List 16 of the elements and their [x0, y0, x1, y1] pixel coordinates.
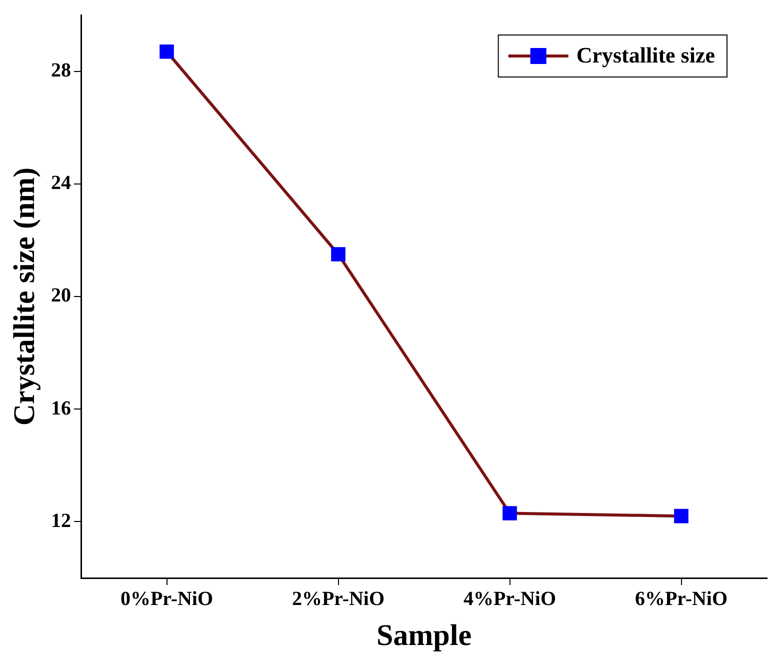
x-tick-label: 2%Pr-NiO	[292, 588, 385, 610]
point	[331, 247, 346, 262]
point	[160, 44, 174, 59]
x-tick-label: 6%Pr-NiO	[634, 588, 728, 610]
y-axis-title: Crystallite size (nm)	[8, 167, 41, 426]
x-tick-label: 0%Pr-NiO	[120, 588, 214, 610]
x-tick-label: 4%Pr-NiO	[463, 588, 556, 610]
point	[502, 506, 517, 520]
point	[674, 508, 688, 524]
legend-label: Crystallite size	[576, 42, 716, 68]
y-tick-label: 20	[51, 284, 71, 307]
y-tick-label: 24	[51, 172, 71, 194]
y-tick-label: 12	[51, 510, 71, 532]
y-tick-label: 28	[51, 59, 71, 82]
y-tick-label: 16	[51, 397, 71, 420]
x-axis-title: Sample	[376, 618, 472, 652]
